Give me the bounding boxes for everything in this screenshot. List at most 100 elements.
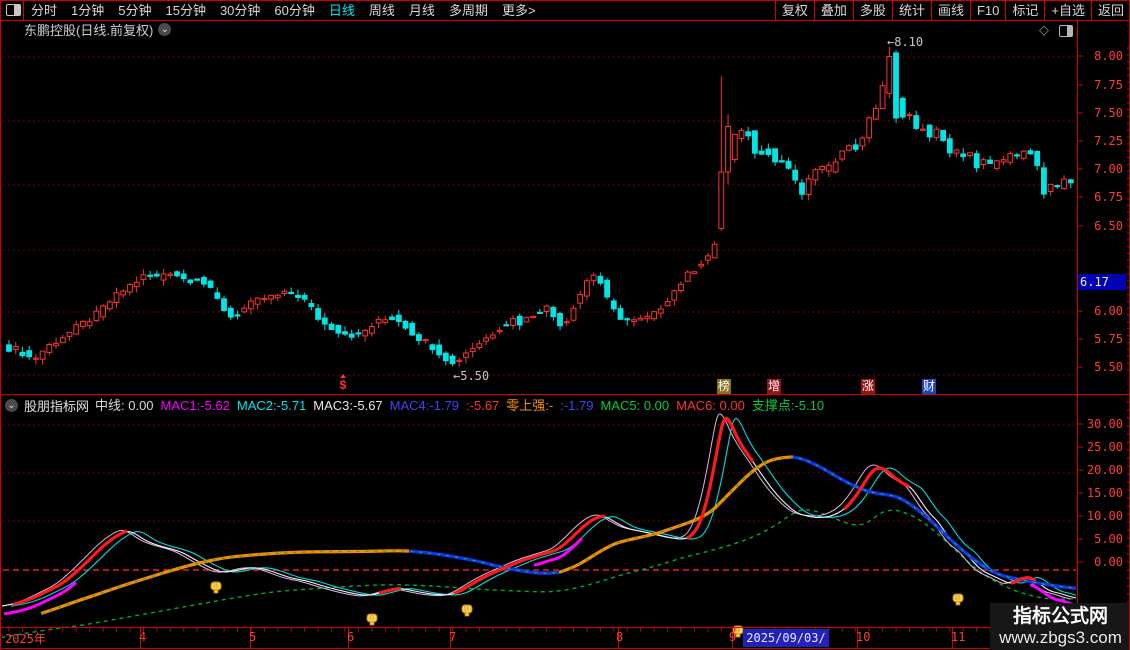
price-label: 8.00: [1094, 49, 1123, 63]
indicator-lines: [2, 413, 1076, 639]
high-value: 8.10: [894, 35, 924, 49]
menu-item-多股[interactable]: 多股: [852, 1, 892, 20]
menu-item-多周期[interactable]: 多周期: [448, 3, 488, 18]
indicator-value: 中线: 0.00: [95, 398, 154, 413]
menu-item-画线[interactable]: 画线: [930, 1, 970, 20]
indicator-axis-label: 10.00: [1086, 509, 1123, 523]
indicator-axis-label: 30.00: [1086, 417, 1123, 431]
menu-item-周线[interactable]: 周线: [368, 3, 395, 18]
menu-item-月线[interactable]: 月线: [408, 3, 435, 18]
watermark: 指标公式网 www.zbgs3.com: [990, 603, 1129, 650]
indicator-axis-label: 15.00: [1086, 486, 1123, 500]
month-label: 11: [951, 630, 966, 644]
indicator-source: 股朋指标网: [24, 398, 90, 414]
menu-item-15分钟[interactable]: 15分钟: [165, 3, 206, 18]
price-label: 7.00: [1094, 162, 1123, 176]
month-label: 9: [729, 630, 737, 644]
toolbar: 分时 1分钟 5分钟 15分钟 30分钟 60分钟 日线 周线 月线 多周期 更多> 复权 叠加 多股统…: [1, 0, 1129, 21]
hand-icon: [366, 613, 378, 626]
menu-item-叠加[interactable]: 叠加: [813, 1, 853, 20]
menu-item-+自选[interactable]: +自选: [1044, 1, 1091, 20]
selected-date-box[interactable]: 2025/09/03/三: [743, 629, 829, 650]
event-badge-财[interactable]: 财: [922, 379, 937, 394]
candles-group: [6, 46, 1074, 367]
chevron-down-icon[interactable]: ⌄: [158, 22, 172, 36]
indicator-value: MAC2:-5.71: [236, 398, 307, 413]
dividend-marker: $: [337, 374, 349, 392]
price-label: 5.50: [1094, 360, 1123, 374]
buy-signal-hand-icons: [210, 581, 964, 638]
indicator-value: 支撑点:-5.10: [751, 398, 825, 413]
indicator-value: MAC4:-1.79: [389, 398, 460, 413]
menu-item-分时[interactable]: 分时: [31, 3, 58, 18]
up-triangle-icon: [340, 374, 346, 378]
month-label: 7: [449, 630, 457, 644]
event-badge-涨[interactable]: 涨: [861, 379, 876, 394]
selected-date: 2025/09/03/三: [746, 631, 826, 650]
menu-item-1分钟[interactable]: 1分钟: [71, 3, 105, 18]
indicator-axis-label: 5.00: [1094, 532, 1123, 546]
current-price: 6.17: [1080, 275, 1109, 289]
indicator-value: 零上强:-: [506, 398, 554, 413]
indicator-header: ⌄ 股朋指标网 中线: 0.00 MAC1:-5.62 MAC2:-5.71 MAC3…: [5, 395, 831, 415]
menu-item-60分钟[interactable]: 60分钟: [274, 3, 315, 18]
indicator-values: 中线: 0.00 MAC1:-5.62 MAC2:-5.71 MAC3:-5.67 MA…: [95, 395, 831, 415]
indicator-value: MAC5: 0.00: [600, 398, 670, 413]
price-label: 6.50: [1094, 219, 1123, 233]
toolbar-divider: [23, 1, 24, 20]
menu-item-更多>[interactable]: 更多>: [501, 3, 536, 18]
page-title: 东鹏控股(日线.前复权): [24, 22, 154, 38]
month-label: 8: [616, 630, 624, 644]
menu-item-返回[interactable]: 返回: [1090, 1, 1129, 20]
title-row: 东鹏控股(日线.前复权) ⌄: [24, 21, 172, 38]
month-label: 6: [347, 630, 355, 644]
indicator-value: :-5.67: [466, 398, 500, 413]
menu-item-5分钟[interactable]: 5分钟: [118, 3, 152, 18]
high-annotation: ←8.10: [887, 35, 923, 49]
month-label: 10: [856, 630, 871, 644]
menu-item-日线[interactable]: 日线: [328, 3, 355, 18]
frame-lines: [2, 20, 1129, 649]
current-price-box: 6.17: [1078, 274, 1126, 290]
action-menu: 复权 叠加 多股 统计 画线 F10 标记 +自选 返回: [774, 1, 1129, 20]
month-label: 5: [249, 630, 257, 644]
menu-item-F10[interactable]: F10: [969, 1, 1005, 20]
hand-icon: [461, 604, 473, 617]
left-arrow-icon: ←: [453, 369, 461, 383]
hand-icon: [952, 593, 964, 606]
indicator-value: MAC1:-5.62: [160, 398, 230, 413]
price-label: 7.50: [1094, 106, 1123, 120]
chevron-down-icon[interactable]: ⌄: [5, 398, 18, 412]
menu-item-统计[interactable]: 统计: [891, 1, 931, 20]
price-label: 5.75: [1094, 332, 1123, 346]
low-annotation: ←5.50: [453, 369, 489, 383]
indicator-axis-label: 0.00: [1094, 555, 1123, 569]
indicator-axis-label: 25.00: [1086, 440, 1123, 454]
hand-icon: [210, 581, 222, 594]
event-badge-增[interactable]: 增: [767, 379, 782, 394]
low-value: 5.50: [460, 369, 490, 383]
indicator-value: MAC3:-5.67: [313, 398, 383, 413]
period-menu: 分时 1分钟 5分钟 15分钟 30分钟 60分钟 日线 周线 月线 多周期 更多>: [31, 1, 536, 20]
window-split-icon[interactable]: [6, 4, 21, 16]
menu-item-30分钟[interactable]: 30分钟: [219, 3, 261, 18]
watermark-url: www.zbgs3.com: [999, 627, 1122, 647]
month-label: 4: [139, 630, 147, 644]
indicator-axis-label: 20.00: [1086, 463, 1123, 477]
diamond-icon[interactable]: ◇: [1039, 22, 1049, 37]
indicator-value: MAC6: 0.00: [676, 398, 745, 413]
price-label: 7.25: [1094, 134, 1123, 148]
price-label: 7.75: [1094, 78, 1123, 92]
menu-item-标记[interactable]: 标记: [1005, 1, 1044, 20]
event-badge-榜[interactable]: 榜: [717, 379, 732, 394]
left-arrow-icon: ←: [887, 35, 895, 49]
price-label: 6.00: [1094, 304, 1123, 318]
price-label: 6.75: [1094, 190, 1123, 204]
date-axis: 2025年 4 5 6 7 8 9 10 11 2025/09/03/三: [1, 629, 1077, 650]
panel-toggle-icon[interactable]: [1059, 25, 1073, 37]
indicator-value: :-1.79: [560, 398, 594, 413]
dividend-label: $: [339, 378, 347, 392]
menu-item-复权[interactable]: 复权: [774, 1, 814, 20]
